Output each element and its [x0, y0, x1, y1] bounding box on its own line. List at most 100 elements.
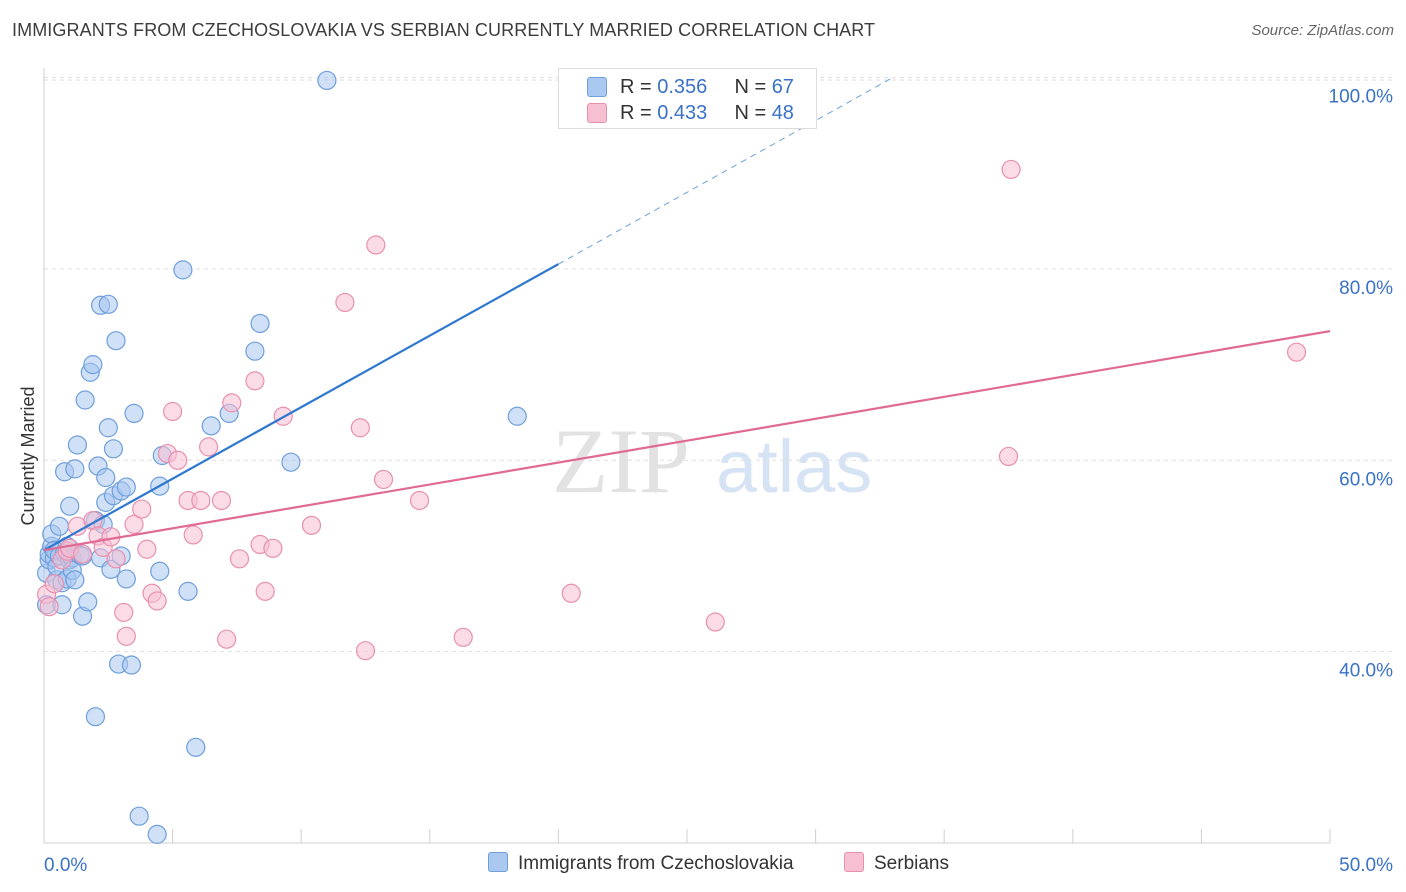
data-point	[173, 260, 193, 280]
series-serbians	[36, 159, 1307, 661]
data-point	[83, 355, 103, 375]
data-point	[72, 544, 93, 564]
data-point	[561, 583, 581, 603]
data-point	[317, 70, 337, 91]
data-point	[103, 439, 124, 459]
x-tick-label: 50.0%	[1339, 855, 1393, 876]
data-point	[998, 446, 1019, 467]
data-point	[705, 612, 725, 632]
data-point	[116, 626, 136, 646]
data-points	[36, 70, 1307, 844]
data-point	[1286, 342, 1307, 362]
legend-r-value: 0.356	[657, 76, 708, 98]
legend-n-label: N =	[734, 76, 772, 98]
y-axis-title: Currently Married	[18, 386, 38, 525]
data-point	[116, 477, 136, 497]
trend-line-serbians	[43, 330, 1331, 552]
data-point	[281, 452, 301, 472]
data-point	[137, 539, 157, 559]
data-point	[65, 570, 85, 590]
bottom-legend-serbians: Serbians	[844, 852, 949, 875]
data-point	[49, 516, 70, 536]
data-point	[132, 499, 152, 519]
bottom-legend-swatch-blue	[488, 852, 508, 872]
data-point	[147, 591, 167, 611]
bottom-legend-czechoslovakia: Immigrants from Czechoslovakia	[488, 852, 794, 875]
legend-n-value: 67	[771, 76, 794, 98]
data-point	[163, 401, 183, 422]
data-point	[245, 371, 265, 391]
y-tick-label: 100.0%	[1329, 87, 1394, 108]
data-point	[75, 390, 95, 410]
y-tick-label: 60.0%	[1339, 469, 1393, 490]
data-point	[222, 393, 242, 413]
data-point	[65, 459, 85, 479]
data-point	[301, 515, 322, 535]
trend-extension-czechoslovakia	[558, 77, 894, 265]
legend-r-label: R =	[620, 102, 658, 124]
data-point	[129, 806, 149, 826]
legend-swatch-blue	[587, 77, 607, 97]
data-point	[453, 627, 473, 647]
data-point	[263, 538, 283, 558]
data-point	[39, 597, 59, 617]
data-point	[250, 313, 270, 334]
trend-lines	[43, 77, 1331, 552]
data-point	[116, 569, 136, 589]
data-point	[67, 435, 88, 455]
chart-title: IMMIGRANTS FROM CZECHOSLOVAKIA VS SERBIA…	[12, 20, 876, 40]
legend-n-value: 48	[771, 102, 794, 124]
trend-line-czechoslovakia	[43, 263, 559, 552]
watermark: ZIP atlas	[552, 410, 872, 512]
data-point	[98, 294, 118, 314]
data-point	[355, 641, 376, 661]
data-point	[201, 416, 221, 436]
data-point	[124, 403, 144, 424]
data-point	[183, 525, 203, 545]
chart-source: Source: ZipAtlas.com	[1251, 22, 1394, 39]
axes	[43, 68, 1331, 844]
data-point	[168, 450, 188, 470]
data-point	[335, 292, 355, 313]
stats-legend: R = 0.356 N = 67 R = 0.433 N = 48	[558, 68, 817, 129]
data-point	[409, 490, 430, 511]
data-point	[186, 737, 206, 757]
watermark-atlas: atlas	[716, 425, 872, 508]
data-point	[255, 581, 275, 601]
data-point	[44, 574, 64, 594]
data-point	[96, 467, 116, 488]
bottom-legend-swatch-pink	[844, 852, 864, 872]
y-tick-label: 40.0%	[1339, 661, 1393, 682]
data-point	[350, 418, 370, 438]
legend-n-label: N =	[734, 102, 772, 124]
data-point	[114, 602, 134, 623]
x-tick-label: 0.0%	[44, 855, 87, 876]
data-point	[106, 549, 126, 569]
data-point	[121, 655, 142, 675]
axis-labels: 40.0% 60.0% 80.0% 100.0% 0.0% 50.0% Currently …	[18, 87, 1393, 876]
legend-r-label: R =	[620, 76, 658, 98]
data-point	[150, 561, 170, 581]
data-point	[211, 490, 232, 511]
data-point	[191, 490, 211, 511]
legend-swatch-pink	[587, 103, 607, 123]
data-point	[85, 707, 106, 727]
data-point	[245, 341, 265, 361]
data-point	[98, 418, 118, 438]
data-point	[217, 629, 237, 649]
bottom-legend-label: Serbians	[874, 853, 949, 874]
legend-r-value: 0.433	[657, 102, 708, 124]
bottom-legend-label: Immigrants from Czechoslovakia	[518, 853, 794, 874]
watermark-zip: ZIP	[552, 410, 690, 512]
data-point	[1001, 159, 1021, 180]
data-point	[60, 496, 80, 516]
y-tick-label: 80.0%	[1339, 278, 1393, 299]
data-point	[199, 437, 219, 457]
data-point	[147, 824, 167, 844]
series-czechoslovakia	[36, 70, 527, 844]
data-point	[178, 581, 198, 601]
data-point	[78, 592, 98, 612]
data-point	[124, 514, 144, 534]
data-point	[507, 406, 527, 426]
